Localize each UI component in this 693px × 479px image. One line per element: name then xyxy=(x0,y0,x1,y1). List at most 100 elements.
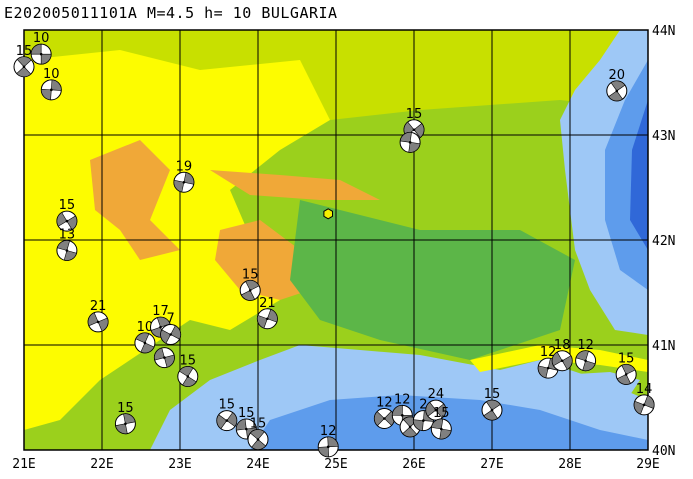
beachball-center xyxy=(266,317,269,321)
event-depth-label: 18 xyxy=(554,338,571,353)
focal-mechanism: 15 xyxy=(216,398,238,432)
latitude-label: 42N xyxy=(652,234,675,249)
beachball-center xyxy=(615,89,619,93)
focal-mechanism: 15 xyxy=(239,267,261,301)
event-depth-label: 21 xyxy=(259,296,276,311)
beachball-center xyxy=(624,373,628,376)
beachball-center xyxy=(159,325,162,329)
beachball-compression xyxy=(115,413,136,435)
beachball-center xyxy=(326,445,330,449)
latitude-label: 44N xyxy=(652,24,675,39)
focal-mechanism: 15 xyxy=(177,354,199,387)
focal-mechanism: 15 xyxy=(235,406,257,440)
event-depth-label: 10 xyxy=(33,31,50,46)
beachball-center xyxy=(245,427,248,431)
event-depth-label: 17 xyxy=(152,304,169,319)
event-depth-label: 19 xyxy=(176,159,193,174)
beachball-compression xyxy=(30,43,52,65)
focal-mechanism: 7 xyxy=(160,312,182,345)
map-title: E202005011101A M=4.5 h= 10 BULGARIA xyxy=(4,4,338,22)
focal-mechanism: 10 xyxy=(40,67,62,101)
beachball-center xyxy=(186,375,190,378)
longitude-label: 26E xyxy=(402,457,425,472)
event-depth-label: 14 xyxy=(636,382,653,397)
event-depth-label: 10 xyxy=(137,320,154,335)
longitude-label: 29E xyxy=(636,457,659,472)
beachball-center xyxy=(401,414,404,417)
beachball-center xyxy=(169,333,172,336)
latitude-label: 43N xyxy=(652,129,675,144)
beachball-center xyxy=(182,180,186,184)
beachball-center xyxy=(408,425,412,429)
beachball-center xyxy=(408,141,412,144)
focal-mechanism: 15 xyxy=(114,401,136,435)
beachball-center xyxy=(642,403,646,407)
event-depth-label: 15 xyxy=(406,107,423,122)
focal-mechanism: 17 xyxy=(150,304,171,338)
focal-mechanism: 13 xyxy=(56,228,78,261)
beachball-compression xyxy=(399,132,421,153)
beachball-center xyxy=(143,341,147,345)
event-depth-label: 15 xyxy=(16,44,33,59)
event-depth-label: 2 xyxy=(419,398,427,413)
longitude-label: 27E xyxy=(480,457,503,472)
focal-mechanism: 18 xyxy=(551,338,573,372)
event-depth-label: 7 xyxy=(166,312,174,327)
focal-mechanism xyxy=(153,347,175,369)
beachball-center xyxy=(422,419,425,422)
focal-mechanism: 15 xyxy=(56,198,78,232)
beachball-compression xyxy=(16,56,32,78)
event-depth-label: 12 xyxy=(540,345,557,360)
beachball-center xyxy=(440,427,443,431)
event-depth-label: 12 xyxy=(320,424,337,439)
beachball-center xyxy=(225,419,229,422)
event-depth-label: 15 xyxy=(238,406,255,421)
beachball-center xyxy=(248,289,252,292)
marmara-sea xyxy=(520,372,640,398)
focal-mechanism: 12 xyxy=(575,338,597,372)
event-depth-label: 15 xyxy=(59,198,76,213)
beachball-center xyxy=(584,359,587,363)
event-depth-label: 21 xyxy=(90,299,107,314)
beachball-center xyxy=(434,408,438,412)
beachball-center xyxy=(65,219,69,223)
event-depth-label: 15 xyxy=(219,398,236,413)
focal-mechanism: 15 xyxy=(430,406,452,440)
focal-mechanism: 20 xyxy=(606,68,628,102)
event-depth-label: 12 xyxy=(577,338,594,353)
focal-mechanism: 12 xyxy=(317,424,339,458)
event-depth-label: 15 xyxy=(484,387,501,402)
beachball-compression xyxy=(178,366,197,387)
longitude-label: 21E xyxy=(12,457,35,472)
beachball-center xyxy=(124,422,127,426)
event-depth-label: 15 xyxy=(433,406,450,421)
event-depth-label: 15 xyxy=(180,354,197,369)
event-depth-label: 10 xyxy=(43,67,60,82)
beachball-center xyxy=(560,359,564,363)
event-depth-label: 13 xyxy=(59,228,76,243)
beachball-center xyxy=(65,249,69,252)
longitude-label: 23E xyxy=(168,457,191,472)
focal-mechanism: 21 xyxy=(87,299,109,333)
beachball-center xyxy=(256,438,260,441)
beachball-center xyxy=(22,65,26,69)
focal-mechanism: 21 xyxy=(256,296,278,330)
epicenter-marker xyxy=(323,208,333,220)
focal-mechanism: 15 xyxy=(247,417,269,450)
focal-mechanism: 10 xyxy=(30,31,52,65)
latitude-label: 40N xyxy=(652,444,675,459)
longitude-label: 28E xyxy=(558,457,581,472)
event-depth-label: 15 xyxy=(618,351,635,366)
event-depth-label: 24 xyxy=(428,387,445,402)
beachball-compression xyxy=(249,429,267,450)
focal-mechanism: 19 xyxy=(173,159,195,193)
longitude-label: 24E xyxy=(246,457,269,472)
focal-mechanism: 24 xyxy=(425,387,447,421)
focal-mechanism: 14 xyxy=(633,382,655,416)
focal-mechanism xyxy=(399,131,421,153)
beachball-compression xyxy=(608,80,626,102)
beachball-center xyxy=(490,408,494,412)
latitude-labels: 44N 43N 42N 41N 40N xyxy=(652,24,675,459)
